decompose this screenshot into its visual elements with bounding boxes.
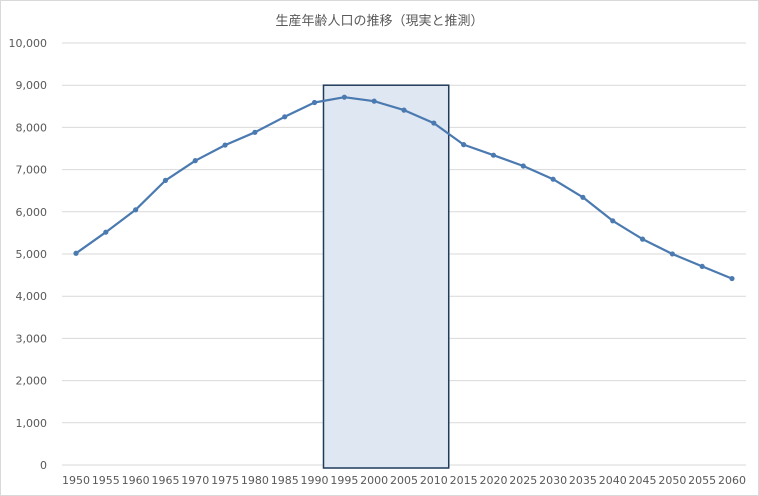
data-point: [431, 120, 437, 126]
data-point: [580, 194, 586, 200]
y-tick-label: 6,000: [16, 206, 48, 219]
data-point: [401, 107, 407, 113]
x-tick-label: 2055: [688, 474, 716, 487]
x-tick-label: 2020: [479, 474, 507, 487]
y-tick-label: 8,000: [16, 121, 48, 134]
x-tick-label: 1950: [62, 474, 90, 487]
x-tick-label: 2015: [450, 474, 478, 487]
data-point: [461, 142, 467, 148]
x-tick-label: 2010: [420, 474, 448, 487]
x-tick-label: 2035: [569, 474, 597, 487]
x-tick-label: 1995: [330, 474, 358, 487]
data-point: [699, 263, 705, 270]
x-tick-label: 2050: [658, 474, 686, 487]
data-point: [311, 99, 318, 106]
x-tick-label: 1970: [181, 474, 209, 487]
highlight-region: [322, 84, 450, 469]
x-tick-label: 1965: [151, 474, 179, 487]
x-axis: 1950 1955 1960 1965 1970 1975 1980 1985 1990 1995…: [62, 474, 746, 487]
y-tick-label: 7,000: [16, 164, 48, 177]
data-point: [192, 158, 198, 164]
data-point: [371, 98, 377, 104]
y-tick-label: 10,000: [9, 37, 48, 50]
series-group: [73, 94, 735, 282]
data-point: [550, 176, 556, 182]
x-tick-label: 2000: [360, 474, 388, 487]
y-tick-label: 3,000: [16, 332, 48, 345]
y-tick-label: 2,000: [16, 375, 48, 388]
data-point: [162, 177, 169, 184]
data-point: [490, 152, 497, 158]
y-tick-label: 4,000: [16, 290, 48, 303]
y-tick-label: 1,000: [16, 417, 48, 430]
y-tick-label: 5,000: [16, 248, 48, 261]
x-tick-label: 1955: [92, 474, 120, 487]
data-point: [133, 207, 139, 213]
y-tick-label: 0: [40, 459, 47, 472]
x-tick-label: 2005: [390, 474, 418, 487]
data-point: [341, 94, 347, 100]
x-tick-label: 1960: [122, 474, 150, 487]
y-tick-label: 9,000: [16, 79, 48, 92]
highlight-rect: [322, 84, 450, 469]
chart-title: 生産年齢人口の推移（現実と推測）: [275, 14, 484, 29]
data-point: [282, 114, 288, 120]
x-tick-label: 2060: [718, 474, 746, 487]
data-point: [669, 251, 675, 257]
x-tick-label: 1990: [301, 474, 329, 487]
data-point: [520, 163, 526, 169]
x-tick-label: 2045: [629, 474, 657, 487]
data-point: [639, 236, 646, 242]
y-axis: 0 1,000 2,000 3,000 4,000 5,000 6,000 7,000 8,00…: [9, 37, 48, 472]
data-point: [222, 142, 228, 148]
x-tick-label: 2040: [599, 474, 627, 487]
data-point: [610, 218, 616, 224]
x-tick-label: 1985: [271, 474, 299, 487]
x-tick-label: 2025: [509, 474, 537, 487]
x-tick-label: 1980: [241, 474, 269, 487]
x-tick-label: 2030: [539, 474, 567, 487]
data-point: [252, 129, 258, 135]
x-tick-label: 1975: [211, 474, 239, 487]
data-point: [103, 229, 109, 235]
data-point: [729, 275, 735, 282]
data-point: [73, 250, 79, 256]
